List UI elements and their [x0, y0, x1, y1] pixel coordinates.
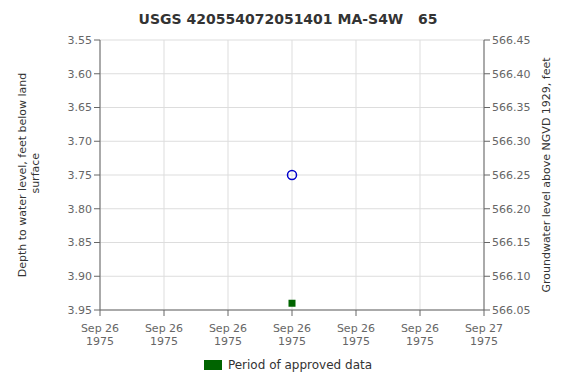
- svg-text:3.55: 3.55: [68, 34, 93, 47]
- svg-text:3.85: 3.85: [68, 236, 93, 249]
- svg-text:Sep 261975: Sep 261975: [273, 322, 311, 348]
- svg-text:Sep 261975: Sep 261975: [337, 322, 375, 348]
- svg-text:Sep 261975: Sep 261975: [209, 322, 247, 348]
- svg-text:Sep 271975: Sep 271975: [465, 322, 503, 348]
- svg-text:3.95: 3.95: [68, 304, 93, 317]
- svg-text:Sep 261975: Sep 261975: [401, 322, 439, 348]
- svg-text:566.20: 566.20: [492, 203, 531, 216]
- svg-text:Sep 261975: Sep 261975: [145, 322, 183, 348]
- svg-text:Sep 261975: Sep 261975: [81, 322, 119, 348]
- svg-text:566.35: 566.35: [492, 101, 531, 114]
- svg-text:3.75: 3.75: [68, 169, 93, 182]
- svg-text:566.25: 566.25: [492, 169, 531, 182]
- html-text:USGS 420554072051401 MA-S4W 65: USGS 420554072051401 MA-S4W 65: [138, 11, 438, 27]
- svg-text:3.60: 3.60: [68, 68, 93, 81]
- svg-text:566.30: 566.30: [492, 135, 531, 148]
- html-text:Period of approved data: Period of approved data: [227, 358, 373, 372]
- svg-text:566.10: 566.10: [492, 270, 531, 283]
- svg-text:3.70: 3.70: [68, 135, 93, 148]
- svg-text:566.15: 566.15: [492, 236, 531, 249]
- svg-text:566.05: 566.05: [492, 304, 531, 317]
- svg-text:3.90: 3.90: [68, 270, 93, 283]
- svg-text:Groundwater level above NGVD 1: Groundwater level above NGVD 1929, feet: [540, 57, 553, 293]
- svg-text:566.40: 566.40: [492, 68, 531, 81]
- svg-text:566.45: 566.45: [492, 34, 531, 47]
- svg-text:3.80: 3.80: [68, 203, 93, 216]
- svg-text:3.65: 3.65: [68, 101, 93, 114]
- svg-text:Depth to water level, feet bel: Depth to water level, feet below land su…: [16, 73, 42, 278]
